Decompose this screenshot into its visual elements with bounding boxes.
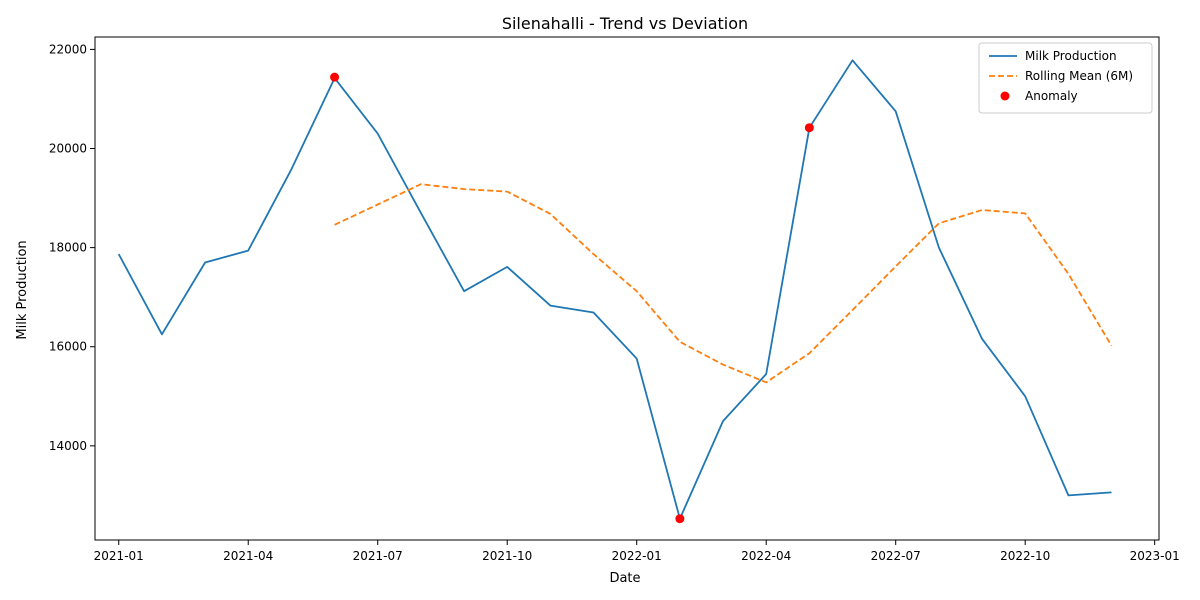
- chart-title: Silenahalli - Trend vs Deviation: [502, 14, 748, 33]
- y-axis-label: Milk Production: [15, 240, 30, 339]
- legend-entry-label: Rolling Mean (6M): [1025, 69, 1133, 83]
- y-tick-label: 20000: [49, 142, 87, 156]
- anomaly-point: [804, 123, 814, 133]
- legend-box: [978, 42, 1153, 114]
- x-axis-label: Date: [609, 571, 640, 586]
- anomaly-point: [675, 514, 685, 524]
- anomaly-point: [330, 72, 340, 82]
- x-tick-label: 2023-01: [1130, 549, 1180, 563]
- y-tick-label: 14000: [49, 439, 87, 453]
- y-tick-label: 18000: [49, 241, 87, 255]
- x-tick-label: 2021-10: [482, 549, 532, 563]
- x-axis-ticks: 2021-01 2021-04 2021-07 2021-10 2022-01 2022-…: [94, 540, 1180, 563]
- x-tick-label: 2021-04: [223, 549, 273, 563]
- plot-frame: [94, 36, 1160, 541]
- plot-area: 2021-01 2021-04 2021-07 2021-10 2022-01 2022-…: [49, 36, 1180, 563]
- milk-production-line: [117, 59, 1112, 520]
- y-tick-label: 16000: [49, 340, 87, 354]
- legend-entry-label: Milk Production: [1025, 49, 1117, 63]
- x-tick-label: 2021-07: [353, 549, 403, 563]
- x-tick-label: 2021-01: [94, 549, 144, 563]
- y-axis-ticks: 14000 16000 18000 20000 22000: [49, 42, 95, 453]
- legend: Milk Production Rolling Mean (6M) Anomaly: [978, 42, 1153, 114]
- x-tick-label: 2022-01: [612, 549, 662, 563]
- x-tick-label: 2022-07: [871, 549, 921, 563]
- legend-entry-label: Anomaly: [1025, 89, 1078, 103]
- rolling-mean-line: [334, 183, 1113, 384]
- legend-anomaly-marker: [1000, 91, 1010, 101]
- x-tick-label: 2022-04: [741, 549, 791, 563]
- y-tick-label: 22000: [49, 42, 87, 56]
- series-layer: [117, 59, 1113, 524]
- x-tick-label: 2022-10: [1000, 549, 1050, 563]
